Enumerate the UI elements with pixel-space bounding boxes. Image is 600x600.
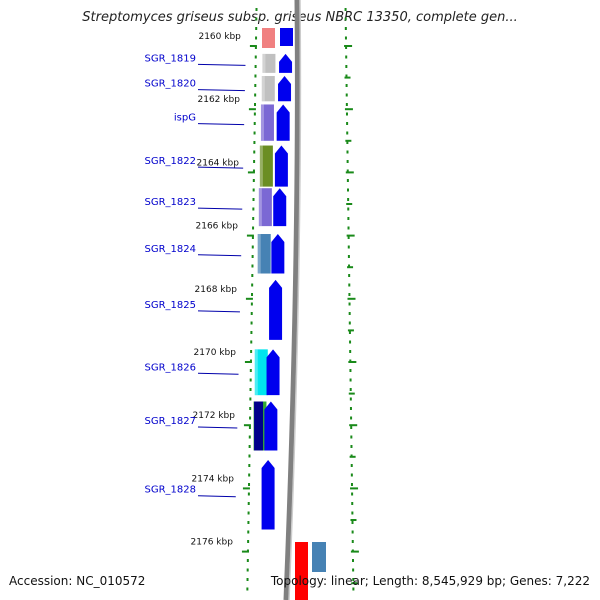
kbp-ruler-right (344, 8, 359, 591)
kbp-tick-label: 2172 kbp (193, 411, 236, 421)
kbp-minor-tick-right (345, 139, 352, 142)
feature-tracks (253, 28, 326, 600)
cds-arrow[interactable] (261, 459, 275, 530)
kbp-tick (244, 361, 252, 363)
gene-feature-box[interactable] (257, 234, 271, 274)
kbp-tick-right (345, 171, 354, 174)
kbp-tick-label: 2170 kbp (194, 348, 237, 358)
feature-partial-top (262, 28, 275, 48)
kbp-tick (248, 108, 256, 111)
cds-arrow[interactable] (271, 234, 285, 274)
gene-leader-line (197, 63, 246, 66)
kbp-tick-label: 2174 kbp (192, 474, 235, 484)
kbp-tick (241, 550, 249, 553)
kbp-tick-right (350, 550, 359, 553)
genome-backbone (283, 0, 302, 600)
kbp-tick-right (349, 424, 358, 427)
gene-feature-box-secondary (254, 401, 264, 451)
gene-feature-box[interactable] (259, 145, 273, 187)
gene-feature-box[interactable] (261, 76, 275, 102)
gene-leader-line (197, 426, 238, 429)
kbp-tick-right (347, 297, 356, 300)
gene-feature-box[interactable] (260, 104, 274, 141)
gene-leader-line (197, 495, 236, 498)
gene-label[interactable]: SGR_1820 (145, 79, 197, 90)
gene-leader-line (197, 166, 244, 169)
kbp-minor-tick-right (344, 76, 351, 79)
feature-highlight (254, 349, 258, 396)
gene-label[interactable]: SGR_1825 (145, 300, 197, 311)
topology-text: Topology: linear; Length: 8,545,929 bp; … (270, 574, 590, 588)
gene-label[interactable]: SGR_1826 (145, 362, 197, 373)
feature-highlight (260, 104, 264, 141)
kbp-tick-right (344, 108, 353, 111)
kbp-tick-label: 2176 kbp (191, 538, 234, 548)
kbp-tick-right (350, 487, 359, 490)
kbp-tick (247, 171, 255, 174)
cds-arrow[interactable] (278, 76, 292, 102)
kbp-tick-label: 2168 kbp (195, 285, 238, 295)
kbp-tick (245, 297, 253, 300)
cds-arrow[interactable] (264, 401, 278, 451)
gene-label[interactable]: SGR_1819 (145, 53, 197, 64)
gene-label[interactable]: SGR_1822 (145, 156, 197, 167)
gene-label[interactable]: SGR_1827 (145, 416, 197, 427)
backbone-line (283, 0, 300, 600)
gene-feature-box[interactable] (258, 188, 272, 227)
gene-label[interactable]: SGR_1824 (145, 244, 197, 255)
gene-label[interactable]: SGR_1828 (145, 485, 197, 496)
gene-leader-line (197, 372, 239, 375)
gene-feature-box[interactable] (254, 349, 268, 396)
kbp-minor-tick-right (349, 455, 356, 458)
gene-feature-box[interactable] (262, 53, 276, 73)
feature-partial-bottom-2 (312, 542, 326, 572)
kbp-tick-label: 2164 kbp (197, 158, 240, 168)
kbp-tick (249, 45, 257, 47)
kbp-ruler-left: 2160 kbp 2162 kbp 2164 kbp 2166 kbp 2168 kbp… (191, 8, 258, 591)
backbone-shadow (288, 0, 302, 600)
accession-text: Accession: NC_010572 (9, 574, 146, 588)
kbp-tick-label: 2160 kbp (198, 32, 241, 42)
cds-arrow[interactable] (279, 53, 293, 73)
kbp-minor-tick-right (351, 582, 358, 585)
kbp-tick (242, 487, 250, 490)
feature-highlight (262, 53, 266, 73)
kbp-minor-tick-right (346, 203, 353, 205)
kbp-tick (243, 424, 251, 427)
gene-leader-line (197, 89, 245, 92)
feature-highlight (259, 145, 263, 187)
kbp-tick (246, 234, 254, 237)
kbp-tick-right (344, 45, 353, 47)
feature-highlight (257, 234, 261, 274)
kbp-minor-tick-right (347, 329, 354, 332)
cds-arrow[interactable] (274, 145, 288, 187)
cds-arrow[interactable] (266, 349, 280, 396)
cds-arrow[interactable] (276, 104, 290, 141)
kbp-tick-label: 2166 kbp (196, 222, 239, 232)
cds-partial-top (280, 28, 293, 46)
kbp-minor-tick-right (350, 519, 357, 521)
gene-leader-line (197, 207, 243, 210)
gene-label[interactable]: SGR_1823 (145, 197, 197, 208)
feature-highlight (261, 76, 265, 102)
gene-leader-line (197, 310, 240, 313)
kbp-minor-tick-right (348, 392, 355, 395)
gene-leader-line (197, 254, 242, 257)
gene-labels: SGR_1819 SGR_1820 ispG SGR_1822 SGR_1823 SGR_… (145, 53, 246, 498)
feature-highlight (258, 188, 262, 227)
cds-arrow[interactable] (273, 188, 287, 227)
kbp-minor-tick-right (347, 266, 354, 269)
feature-partial-bottom (295, 542, 308, 600)
gene-leader-line (197, 123, 245, 126)
kbp-tick-label: 2162 kbp (198, 95, 241, 105)
gene-label[interactable]: ispG (174, 113, 196, 124)
kbp-tick-right (346, 234, 355, 237)
kbp-tick-right (348, 361, 357, 363)
cds-arrow[interactable] (269, 279, 283, 340)
